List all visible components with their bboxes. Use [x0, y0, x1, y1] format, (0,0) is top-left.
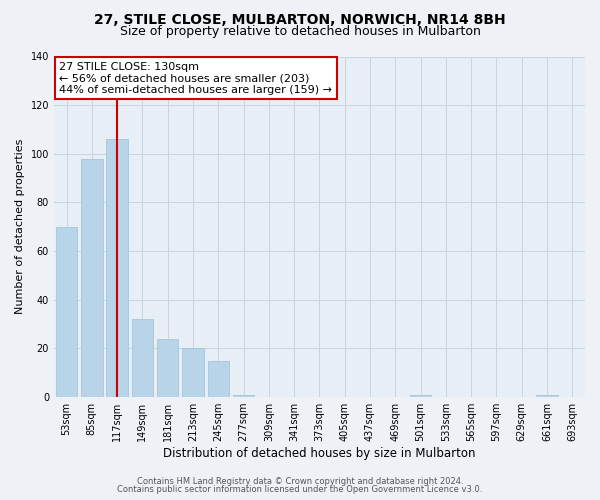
Bar: [536, 394, 558, 397]
Bar: [208, 360, 229, 397]
Text: Contains public sector information licensed under the Open Government Licence v3: Contains public sector information licen…: [118, 484, 482, 494]
Bar: [131, 319, 153, 397]
Bar: [56, 227, 77, 397]
Bar: [81, 158, 103, 397]
Text: 27, STILE CLOSE, MULBARTON, NORWICH, NR14 8BH: 27, STILE CLOSE, MULBARTON, NORWICH, NR1…: [94, 12, 506, 26]
Bar: [157, 338, 178, 397]
Text: 27 STILE CLOSE: 130sqm
← 56% of detached houses are smaller (203)
44% of semi-de: 27 STILE CLOSE: 130sqm ← 56% of detached…: [59, 62, 332, 95]
Text: Size of property relative to detached houses in Mulbarton: Size of property relative to detached ho…: [119, 25, 481, 38]
Bar: [410, 394, 431, 397]
Y-axis label: Number of detached properties: Number of detached properties: [15, 139, 25, 314]
Bar: [233, 394, 254, 397]
X-axis label: Distribution of detached houses by size in Mulbarton: Distribution of detached houses by size …: [163, 447, 476, 460]
Text: Contains HM Land Registry data © Crown copyright and database right 2024.: Contains HM Land Registry data © Crown c…: [137, 477, 463, 486]
Bar: [182, 348, 204, 397]
Bar: [106, 139, 128, 397]
